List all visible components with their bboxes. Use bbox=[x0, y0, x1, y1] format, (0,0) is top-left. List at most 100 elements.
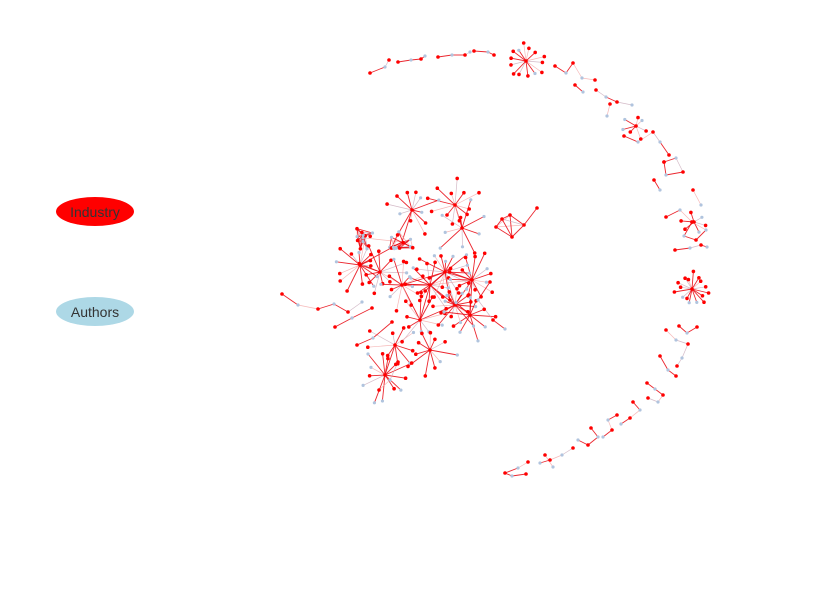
industry-node[interactable] bbox=[428, 330, 433, 335]
industry-node[interactable] bbox=[387, 58, 391, 62]
industry-node[interactable] bbox=[628, 416, 632, 420]
industry-node[interactable] bbox=[355, 226, 359, 231]
industry-node[interactable] bbox=[699, 243, 703, 247]
industry-node[interactable] bbox=[401, 240, 405, 245]
industry-node[interactable] bbox=[540, 60, 545, 65]
author-node[interactable] bbox=[423, 54, 427, 58]
author-node[interactable] bbox=[397, 230, 401, 234]
industry-node[interactable] bbox=[441, 295, 445, 299]
industry-node[interactable] bbox=[338, 279, 343, 283]
author-node[interactable] bbox=[389, 235, 394, 239]
industry-node[interactable] bbox=[488, 280, 492, 284]
industry-node[interactable] bbox=[428, 283, 432, 287]
industry-node[interactable] bbox=[439, 254, 443, 258]
industry-node[interactable] bbox=[457, 283, 462, 288]
industry-node[interactable] bbox=[465, 212, 469, 217]
industry-node[interactable] bbox=[417, 257, 422, 261]
industry-node[interactable] bbox=[628, 130, 633, 134]
author-node[interactable] bbox=[394, 246, 398, 250]
author-node[interactable] bbox=[656, 400, 660, 404]
legend-item-industry[interactable]: Industry bbox=[56, 197, 134, 226]
industry-node[interactable] bbox=[610, 428, 614, 432]
author-node[interactable] bbox=[468, 296, 472, 300]
industry-node[interactable] bbox=[447, 270, 452, 274]
industry-node[interactable] bbox=[466, 293, 471, 297]
industry-node[interactable] bbox=[457, 218, 462, 223]
industry-node[interactable] bbox=[410, 348, 415, 353]
industry-node[interactable] bbox=[445, 213, 449, 217]
industry-node[interactable] bbox=[469, 300, 473, 304]
author-node[interactable] bbox=[361, 236, 365, 240]
industry-node[interactable] bbox=[542, 54, 547, 59]
industry-node[interactable] bbox=[526, 74, 530, 78]
industry-node[interactable] bbox=[689, 210, 693, 215]
author-node[interactable] bbox=[440, 213, 444, 217]
industry-node[interactable] bbox=[482, 307, 487, 312]
industry-node[interactable] bbox=[401, 326, 406, 330]
author-node[interactable] bbox=[482, 214, 486, 219]
industry-node[interactable] bbox=[433, 366, 437, 370]
author-node[interactable] bbox=[448, 277, 452, 281]
industry-node[interactable] bbox=[470, 278, 474, 282]
industry-node[interactable] bbox=[453, 203, 457, 207]
author-node[interactable] bbox=[606, 418, 610, 422]
industry-node[interactable] bbox=[435, 186, 440, 190]
industry-node[interactable] bbox=[418, 318, 422, 322]
author-node[interactable] bbox=[388, 295, 392, 299]
industry-node[interactable] bbox=[355, 343, 359, 347]
industry-node[interactable] bbox=[460, 268, 465, 272]
industry-node[interactable] bbox=[526, 460, 530, 464]
industry-node[interactable] bbox=[586, 443, 590, 447]
author-node[interactable] bbox=[604, 95, 608, 99]
author-node[interactable] bbox=[700, 215, 704, 219]
author-node[interactable] bbox=[440, 323, 444, 327]
industry-node[interactable] bbox=[405, 190, 410, 195]
industry-node[interactable] bbox=[517, 72, 521, 77]
author-node[interactable] bbox=[510, 474, 514, 478]
industry-node[interactable] bbox=[676, 280, 680, 285]
industry-node[interactable] bbox=[368, 329, 372, 333]
industry-node[interactable] bbox=[367, 374, 372, 378]
industry-node[interactable] bbox=[508, 213, 512, 217]
author-node[interactable] bbox=[468, 50, 472, 54]
author-node[interactable] bbox=[446, 286, 450, 290]
industry-node[interactable] bbox=[509, 63, 513, 67]
author-node[interactable] bbox=[443, 299, 447, 303]
author-node[interactable] bbox=[409, 276, 413, 280]
author-node[interactable] bbox=[332, 302, 336, 306]
author-node[interactable] bbox=[467, 271, 472, 275]
industry-node[interactable] bbox=[415, 267, 419, 272]
industry-node[interactable] bbox=[403, 376, 408, 381]
author-node[interactable] bbox=[533, 71, 537, 76]
industry-node[interactable] bbox=[425, 261, 429, 266]
author-node[interactable] bbox=[465, 263, 469, 267]
industry-node[interactable] bbox=[345, 289, 349, 293]
industry-node[interactable] bbox=[395, 194, 399, 198]
industry-node[interactable] bbox=[368, 234, 373, 239]
industry-node[interactable] bbox=[404, 260, 409, 265]
industry-node[interactable] bbox=[428, 348, 432, 352]
industry-node[interactable] bbox=[316, 307, 320, 311]
industry-node[interactable] bbox=[423, 374, 428, 378]
author-node[interactable] bbox=[485, 267, 489, 271]
author-node[interactable] bbox=[688, 246, 692, 250]
industry-node[interactable] bbox=[366, 244, 371, 248]
author-node[interactable] bbox=[477, 232, 481, 236]
author-node[interactable] bbox=[697, 230, 701, 234]
industry-node[interactable] bbox=[394, 309, 399, 313]
author-node[interactable] bbox=[474, 305, 478, 309]
industry-node[interactable] bbox=[410, 245, 415, 250]
industry-node[interactable] bbox=[358, 263, 362, 267]
author-node[interactable] bbox=[471, 324, 476, 328]
industry-node[interactable] bbox=[491, 318, 495, 322]
industry-node[interactable] bbox=[455, 176, 460, 181]
industry-node[interactable] bbox=[418, 298, 422, 303]
industry-node[interactable] bbox=[639, 137, 643, 141]
industry-node[interactable] bbox=[468, 313, 472, 317]
author-node[interactable] bbox=[623, 117, 627, 122]
industry-node[interactable] bbox=[535, 206, 539, 210]
author-node[interactable] bbox=[445, 293, 449, 297]
industry-node[interactable] bbox=[690, 287, 694, 291]
author-node[interactable] bbox=[564, 71, 568, 75]
author-node[interactable] bbox=[444, 259, 448, 263]
